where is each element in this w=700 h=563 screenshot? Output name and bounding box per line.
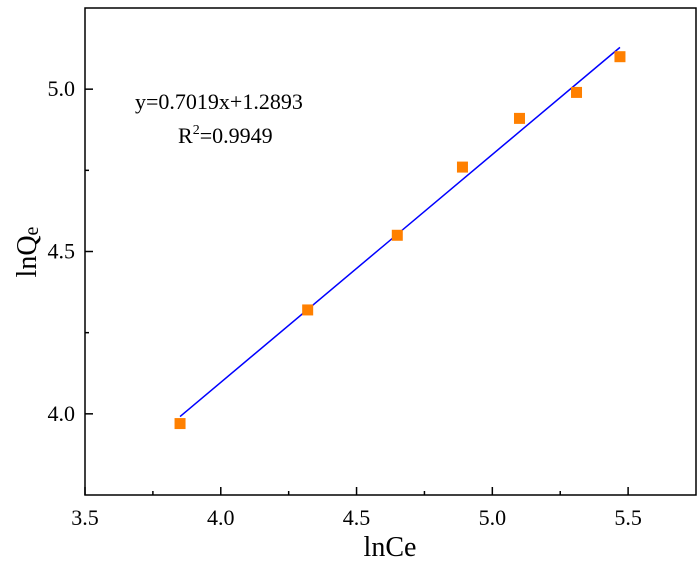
fit-equation: y=0.7019x+1.2893 (135, 89, 303, 114)
data-points (174, 51, 626, 430)
axis-ticks: 3.5 4.0 4.5 5.0 5.5 4.0 4.5 5.0 (48, 76, 642, 530)
data-point (513, 112, 525, 124)
y-axis-title-subscript: e (21, 226, 43, 235)
x-axis-title: lnCe (364, 532, 417, 563)
data-point (456, 161, 468, 173)
r-squared-prefix: R (178, 123, 193, 148)
y-tick-label: 4.0 (48, 401, 76, 426)
data-point (174, 418, 186, 430)
data-point (614, 51, 626, 63)
x-tick-label: 5.0 (479, 505, 507, 530)
data-point (302, 304, 314, 316)
y-tick-label: 5.0 (48, 76, 76, 101)
x-tick-label: 3.5 (71, 505, 99, 530)
y-axis-title-main: lnQ (12, 235, 43, 277)
y-tick-label: 4.5 (48, 239, 76, 264)
data-point (571, 86, 583, 98)
y-axis-title: lnQe (12, 226, 43, 277)
r-squared-value: =0.9949 (200, 123, 273, 148)
r-squared: R2=0.9949 (178, 123, 273, 148)
x-tick-label: 4.0 (207, 505, 235, 530)
data-point (391, 229, 403, 241)
r-squared-superscript: 2 (193, 123, 200, 138)
x-tick-label: 5.5 (614, 505, 642, 530)
x-tick-label: 4.5 (343, 505, 371, 530)
